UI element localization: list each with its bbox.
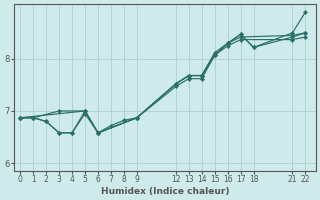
X-axis label: Humidex (Indice chaleur): Humidex (Indice chaleur) bbox=[100, 187, 229, 196]
